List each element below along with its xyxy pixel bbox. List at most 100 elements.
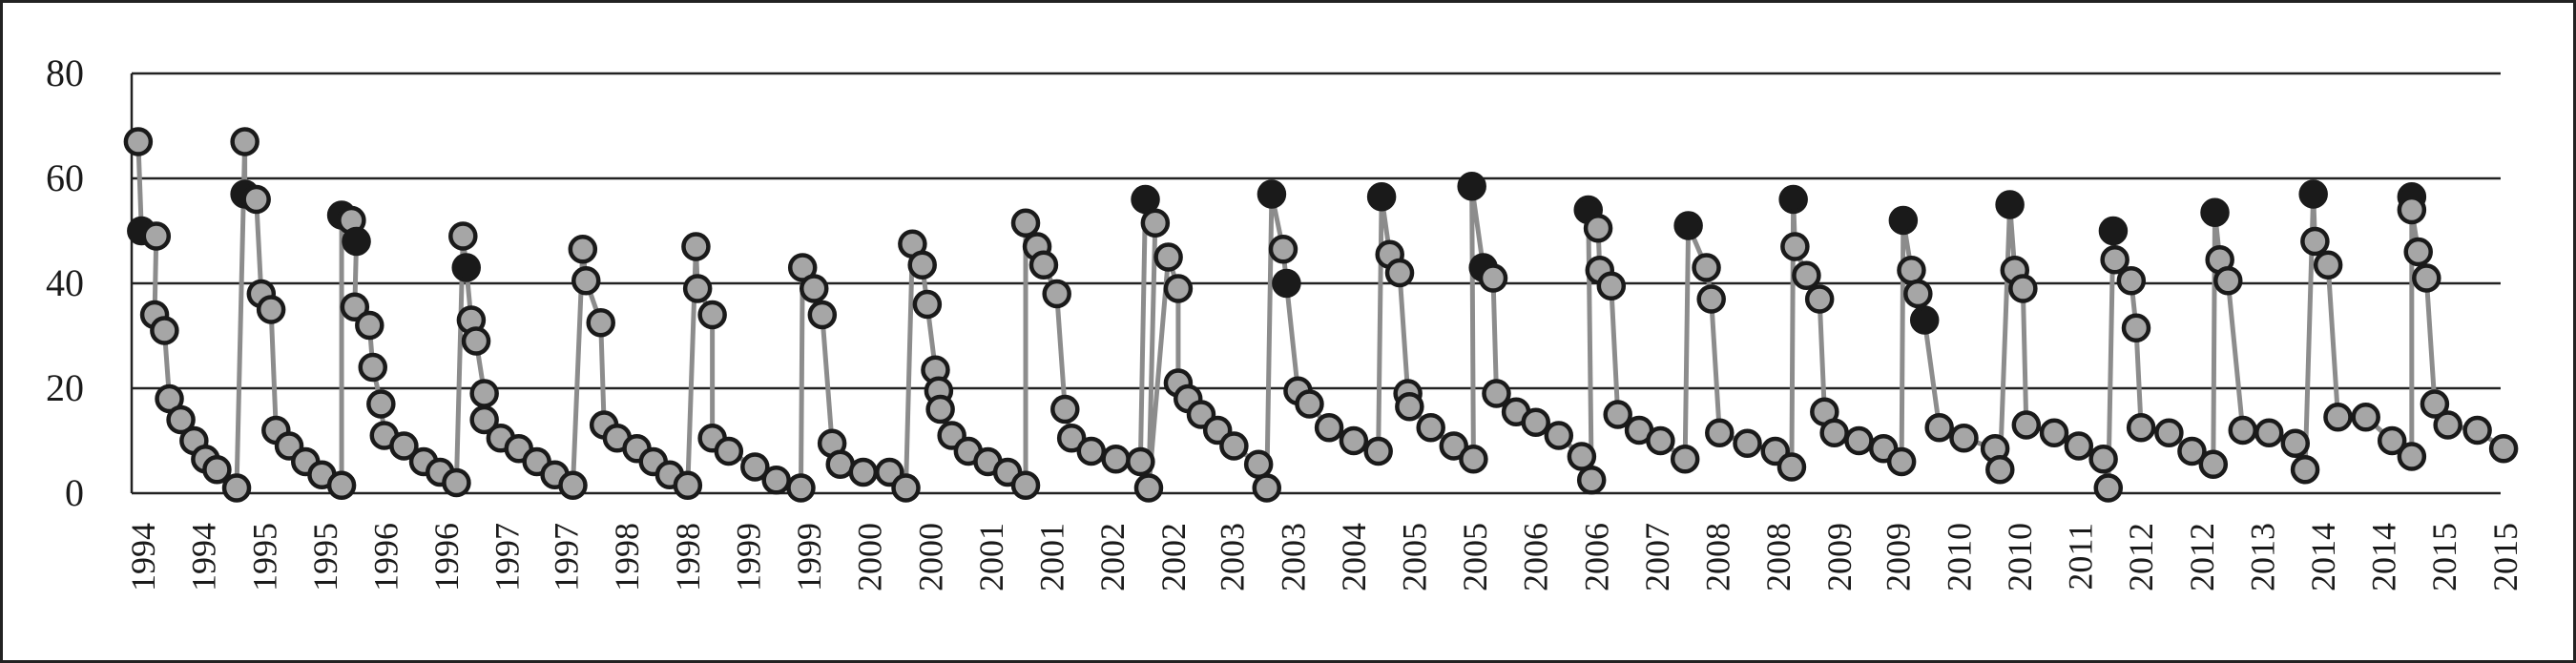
data-point bbox=[355, 310, 384, 341]
x-tick-label: 1996 bbox=[427, 523, 466, 591]
data-point bbox=[221, 473, 252, 503]
data-point bbox=[1482, 379, 1511, 408]
data-point bbox=[1886, 446, 1917, 477]
data-point bbox=[1776, 452, 1807, 482]
plot bbox=[123, 127, 2519, 503]
data-point bbox=[1457, 172, 1486, 201]
data-point bbox=[326, 470, 357, 500]
data-point bbox=[442, 467, 471, 498]
data-point bbox=[2420, 389, 2450, 419]
data-point bbox=[2121, 313, 2151, 342]
data-point bbox=[1844, 425, 1874, 456]
x-tick-label: 2015 bbox=[2425, 523, 2463, 591]
x-tick-label: 2001 bbox=[972, 523, 1010, 591]
data-point bbox=[1439, 431, 1469, 461]
y-tick-label: 40 bbox=[46, 261, 84, 304]
x-tick-label: 2014 bbox=[2365, 523, 2403, 591]
data-point bbox=[2039, 418, 2069, 447]
data-point bbox=[912, 289, 943, 320]
data-point bbox=[1459, 445, 1488, 474]
x-tick-label: 1998 bbox=[608, 523, 646, 591]
x-tick-label: 2006 bbox=[1517, 523, 1555, 591]
data-point bbox=[586, 308, 615, 338]
data-point bbox=[1696, 284, 1726, 314]
x-tick-label: 2004 bbox=[1335, 523, 1373, 591]
data-point bbox=[2011, 410, 2042, 440]
data-point bbox=[907, 250, 937, 280]
data-point bbox=[1140, 208, 1171, 238]
data-point bbox=[1010, 470, 1041, 500]
y-tick-label: 60 bbox=[46, 156, 84, 199]
x-tick-label: 1999 bbox=[790, 523, 828, 591]
data-point bbox=[1903, 279, 1933, 309]
data-point bbox=[256, 295, 286, 324]
y-tick-label: 20 bbox=[46, 366, 84, 409]
data-point bbox=[469, 404, 499, 435]
data-point bbox=[1219, 431, 1249, 461]
x-tick-label: 2009 bbox=[1820, 523, 1859, 591]
data-point bbox=[1126, 446, 1155, 477]
data-point bbox=[1888, 205, 1919, 236]
x-tick-label: 2000 bbox=[911, 523, 949, 591]
data-point bbox=[1314, 413, 1344, 443]
data-point bbox=[2200, 197, 2230, 227]
data-point bbox=[1705, 418, 1735, 447]
data-point bbox=[1596, 271, 1627, 300]
data-point bbox=[1056, 424, 1087, 453]
y-tick-label: 80 bbox=[46, 52, 84, 94]
data-point bbox=[150, 316, 179, 345]
data-point bbox=[1252, 473, 1282, 503]
x-tick-label: 1998 bbox=[669, 523, 707, 591]
x-tick-label: 2010 bbox=[2001, 523, 2039, 591]
data-point bbox=[1010, 208, 1041, 238]
x-tick-label: 2012 bbox=[2122, 523, 2160, 591]
data-point bbox=[358, 352, 387, 383]
x-tick-label: 1995 bbox=[245, 523, 283, 591]
data-point bbox=[1778, 184, 1808, 215]
data-point bbox=[568, 235, 598, 264]
data-point bbox=[1673, 211, 1703, 240]
data-point bbox=[1478, 263, 1508, 293]
data-point bbox=[2116, 266, 2147, 296]
data-point bbox=[1985, 455, 2015, 485]
data-point bbox=[2280, 428, 2311, 458]
data-point bbox=[2403, 237, 2433, 267]
data-point bbox=[1076, 436, 1107, 466]
data-point bbox=[1733, 428, 1762, 458]
data-point bbox=[1133, 473, 1164, 503]
data-point bbox=[1521, 407, 1550, 437]
data-point bbox=[2008, 274, 2038, 303]
data-point bbox=[1257, 179, 1287, 209]
x-tick-label: 2005 bbox=[1456, 523, 1494, 591]
y-tick-label: 0 bbox=[65, 471, 84, 514]
x-tick-label: 2003 bbox=[1214, 523, 1252, 591]
x-tick-label: 1996 bbox=[366, 523, 405, 591]
data-point bbox=[2377, 425, 2407, 456]
data-point bbox=[681, 232, 711, 261]
data-point bbox=[1339, 425, 1369, 456]
x-tick-label: 2002 bbox=[1154, 523, 1193, 591]
data-point bbox=[1363, 436, 1393, 466]
data-point bbox=[342, 226, 371, 257]
x-tick-label: 1994 bbox=[124, 523, 162, 591]
data-point bbox=[1583, 214, 1613, 243]
x-tick-label: 2008 bbox=[1759, 523, 1797, 591]
x-tick-label: 2000 bbox=[851, 523, 889, 591]
x-tick-label: 2012 bbox=[2183, 523, 2221, 591]
data-point bbox=[1819, 418, 1849, 447]
x-tick-label: 2009 bbox=[1880, 523, 1918, 591]
data-point bbox=[202, 455, 232, 485]
data-point bbox=[2323, 403, 2353, 432]
data-point bbox=[1995, 190, 2025, 219]
data-point bbox=[1804, 284, 1835, 314]
x-tick-label: 2011 bbox=[2062, 523, 2100, 590]
data-point bbox=[2126, 413, 2156, 443]
data-point bbox=[2254, 418, 2284, 447]
data-point bbox=[1780, 232, 1810, 261]
data-point bbox=[2462, 415, 2492, 445]
data-point bbox=[1131, 184, 1160, 215]
data-point bbox=[123, 127, 154, 156]
data-point bbox=[366, 389, 396, 419]
data-point bbox=[1268, 235, 1298, 264]
